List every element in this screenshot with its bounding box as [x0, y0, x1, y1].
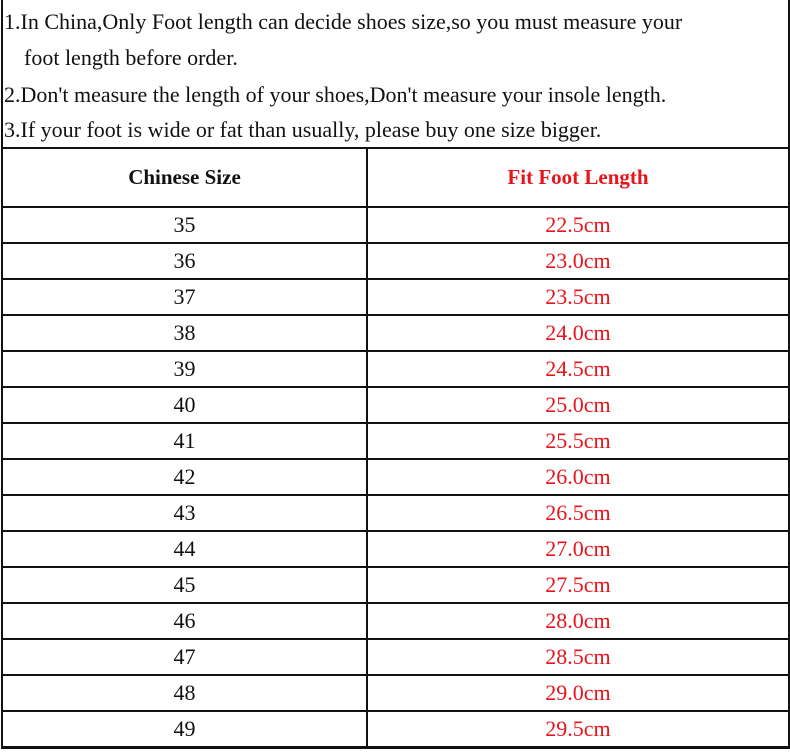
table-row: 37 23.5cm: [1, 278, 790, 316]
size-cell: 47: [1, 638, 368, 676]
table-row: 36 23.0cm: [1, 242, 790, 280]
size-cell: 42: [1, 458, 368, 496]
foot-length-cell: 28.5cm: [366, 638, 790, 676]
foot-length-cell: 29.5cm: [366, 710, 790, 748]
foot-length-cell: 27.5cm: [366, 566, 790, 604]
foot-length-cell: 22.5cm: [366, 206, 790, 244]
note-1-continued: foot length before order.: [24, 45, 238, 70]
foot-length-cell: 25.0cm: [366, 386, 790, 424]
size-notes: 1.In China,Only Foot length can decide s…: [4, 0, 784, 148]
foot-length-cell: 29.0cm: [366, 674, 790, 712]
note-3: 3.If your foot is wide or fat than usual…: [4, 117, 602, 142]
size-cell: 35: [1, 206, 368, 244]
foot-length-cell: 24.0cm: [366, 314, 790, 352]
table-row: 39 24.5cm: [1, 350, 790, 388]
table-row: 49 29.5cm: [1, 710, 790, 748]
table-row: 44 27.0cm: [1, 530, 790, 568]
table-row: 48 29.0cm: [1, 674, 790, 712]
size-cell: 40: [1, 386, 368, 424]
size-table: Chinese Size Fit Foot Length 35 22.5cm 36 2…: [1, 147, 790, 748]
size-cell: 37: [1, 278, 368, 316]
table-row: 38 24.0cm: [1, 314, 790, 352]
foot-length-cell: 23.0cm: [366, 242, 790, 280]
table-row: 41 25.5cm: [1, 422, 790, 460]
note-2: 2.Don't measure the length of your shoes…: [4, 82, 667, 107]
foot-length-cell: 27.0cm: [366, 530, 790, 568]
foot-length-cell: 23.5cm: [366, 278, 790, 316]
size-cell: 49: [1, 710, 368, 748]
foot-length-cell: 24.5cm: [366, 350, 790, 388]
table-row: 40 25.0cm: [1, 386, 790, 424]
foot-length-cell: 25.5cm: [366, 422, 790, 460]
table-row: 46 28.0cm: [1, 602, 790, 640]
size-cell: 38: [1, 314, 368, 352]
size-cell: 41: [1, 422, 368, 460]
size-cell: 43: [1, 494, 368, 532]
size-cell: 48: [1, 674, 368, 712]
table-row: 45 27.5cm: [1, 566, 790, 604]
size-cell: 36: [1, 242, 368, 280]
table-header-row: Chinese Size Fit Foot Length: [1, 147, 790, 208]
header-fit-foot-length: Fit Foot Length: [366, 147, 790, 208]
foot-length-cell: 26.5cm: [366, 494, 790, 532]
foot-length-cell: 28.0cm: [366, 602, 790, 640]
table-row: 43 26.5cm: [1, 494, 790, 532]
size-cell: 46: [1, 602, 368, 640]
table-row: 47 28.5cm: [1, 638, 790, 676]
size-cell: 44: [1, 530, 368, 568]
table-row: 42 26.0cm: [1, 458, 790, 496]
header-chinese-size: Chinese Size: [1, 147, 368, 208]
size-cell: 45: [1, 566, 368, 604]
foot-length-cell: 26.0cm: [366, 458, 790, 496]
size-cell: 39: [1, 350, 368, 388]
table-row: 35 22.5cm: [1, 206, 790, 244]
note-1: 1.In China,Only Foot length can decide s…: [4, 9, 683, 34]
